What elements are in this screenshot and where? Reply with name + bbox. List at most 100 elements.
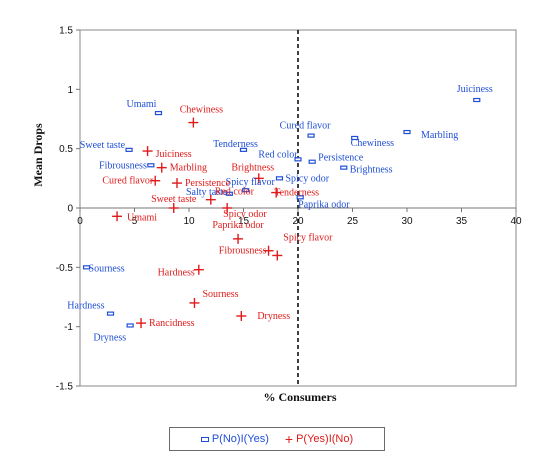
x-tick-label: 15: [238, 216, 250, 227]
legend-label-red: P(Yes)I(No): [296, 433, 354, 445]
data-point-label: Paprika odor: [212, 220, 264, 231]
x-tick-label: 20: [292, 216, 304, 227]
data-point-label: Sourness: [202, 289, 238, 300]
data-point-label: Cured flavor: [102, 176, 153, 187]
data-point-plus: [263, 245, 274, 256]
legend-item-red: + P(Yes)I(No): [284, 431, 354, 447]
data-point-plus: [271, 187, 282, 198]
data-point-square: [126, 323, 134, 328]
x-tick-label: 0: [77, 216, 83, 227]
data-point-plus: [168, 203, 179, 213]
data-point-label: Red color: [215, 187, 255, 198]
data-point-square: [154, 110, 163, 116]
legend: P(No)I(Yes) + P(Yes)I(No): [169, 427, 385, 451]
y-tick-label: -1.5: [56, 382, 74, 393]
data-point-label: Red color: [258, 149, 298, 160]
data-point-square: [294, 157, 302, 162]
x-tick-label: 30: [401, 216, 413, 227]
data-point-label: Spicy odor: [285, 173, 329, 184]
data-point-label: Persistence: [318, 153, 364, 164]
data-point-square: [125, 147, 133, 152]
y-tick-label: -1: [64, 322, 73, 333]
legend-item-blue: P(No)I(Yes): [200, 433, 269, 445]
data-point-label: Spicy flavor: [226, 177, 276, 188]
y-tick-label: 0: [67, 204, 73, 215]
data-point-label: Marbling: [421, 130, 458, 141]
data-point-label: Tenderness: [213, 139, 258, 150]
y-axis-title: Mean Drops: [31, 123, 45, 187]
data-point-label: Dryness: [93, 332, 126, 343]
data-point-square: [308, 159, 316, 164]
data-point-label: Sourness: [89, 263, 125, 274]
data-point-label: Spicy flavor: [283, 232, 333, 243]
data-point-label: Juiciness: [156, 149, 192, 160]
data-point-label: Umami: [127, 212, 157, 223]
open-square-marker-icon: [200, 436, 209, 442]
data-point-label: Sweet taste: [80, 140, 126, 151]
x-tick-label: 35: [456, 216, 468, 227]
legend-label-blue: P(No)I(Yes): [211, 433, 269, 445]
data-point-plus: [188, 117, 199, 128]
data-point-label: Sweet taste: [151, 194, 197, 205]
data-point-square: [242, 188, 250, 193]
data-point-label: Hardness: [158, 268, 195, 279]
data-point-label: Brightness: [231, 162, 274, 173]
data-point-label: Persistence: [185, 178, 231, 189]
data-point-label: Salty taste: [186, 187, 228, 198]
data-point-square: [225, 191, 233, 196]
data-point-square: [340, 165, 348, 170]
data-point-label: Chewiness: [180, 105, 223, 116]
data-point-plus: [156, 162, 167, 173]
data-point-label: Rancidness: [149, 318, 195, 329]
data-point-square: [296, 195, 304, 200]
data-point-plus: [253, 173, 264, 184]
x-tick-label: 25: [347, 216, 359, 227]
data-point-square: [82, 265, 91, 270]
y-tick-label: 0.5: [59, 144, 73, 155]
data-point-label: Chewiness: [351, 138, 394, 149]
x-tick-label: 5: [132, 216, 138, 227]
data-point-plus: [205, 194, 216, 205]
data-point-plus: [222, 203, 233, 213]
data-point-label: Umami: [126, 99, 156, 110]
data-point-plus: [272, 250, 283, 261]
data-point-square: [403, 129, 411, 135]
data-point-label: Fibrousness: [219, 246, 267, 257]
data-point-plus: [142, 146, 153, 157]
data-point-label: Tenderness: [274, 188, 319, 199]
data-point-square: [473, 97, 481, 103]
data-point-plus: [172, 178, 183, 189]
x-tick-label: 40: [510, 216, 522, 227]
data-point-plus: [189, 297, 200, 308]
data-point-label: Fibrousness: [99, 160, 147, 171]
data-point-label: Spicy odor: [223, 209, 267, 220]
data-point-label: Cured flavor: [280, 121, 331, 132]
data-point-plus: [150, 175, 161, 186]
data-point-square: [239, 147, 248, 152]
y-tick-label: 1.5: [59, 26, 73, 37]
data-point-plus: [136, 318, 147, 329]
data-point-plus: [112, 211, 123, 222]
data-point-label: Paprika odor: [298, 199, 350, 210]
data-point-square: [275, 176, 284, 181]
data-point-label: Juiciness: [457, 84, 493, 95]
data-point-plus: [236, 310, 247, 321]
y-tick-label: 1: [67, 85, 73, 96]
data-point-label: Dryness: [257, 311, 290, 322]
data-point-plus: [193, 264, 204, 275]
data-point-label: Marbling: [170, 163, 207, 174]
plus-marker-icon: +: [284, 431, 294, 447]
data-point-square: [351, 135, 359, 141]
data-point-square: [106, 311, 115, 316]
data-point-label: Brightness: [350, 165, 393, 176]
x-tick-label: 10: [183, 216, 195, 227]
x-axis-title: % Consumers: [263, 390, 336, 404]
data-point-square: [147, 163, 155, 168]
data-point-label: Hardness: [67, 301, 104, 312]
data-point-plus: [233, 233, 244, 244]
data-point-square: [307, 133, 315, 138]
y-tick-label: -0.5: [56, 263, 74, 274]
